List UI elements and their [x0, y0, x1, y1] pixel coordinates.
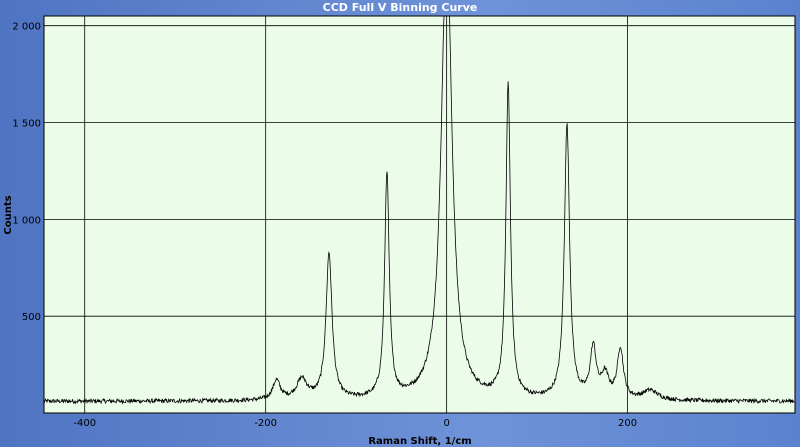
- x-tick-label: 200: [618, 418, 637, 429]
- y-tick-label: 1 000: [12, 215, 41, 226]
- x-tick-label: -200: [254, 418, 277, 429]
- plot-area: [44, 16, 795, 413]
- y-tick-label: 500: [22, 312, 41, 323]
- x-axis-label: Raman Shift, 1/cm: [368, 436, 471, 447]
- x-tick-label: 0: [443, 418, 449, 429]
- plot-border: [43, 15, 796, 414]
- grid: [44, 16, 795, 413]
- chart-title: CCD Full V Binning Curve: [322, 1, 478, 14]
- series-line: [43, 15, 796, 405]
- y-axis-label: Counts: [3, 195, 14, 234]
- y-tick-label: 1 500: [12, 119, 41, 130]
- y-tick-label: 2 000: [12, 22, 41, 33]
- axes: -400 -200 0 200 500 1 000 1 500 2 000: [12, 15, 796, 429]
- series-layer: [43, 15, 796, 405]
- x-tick-label: -400: [73, 418, 96, 429]
